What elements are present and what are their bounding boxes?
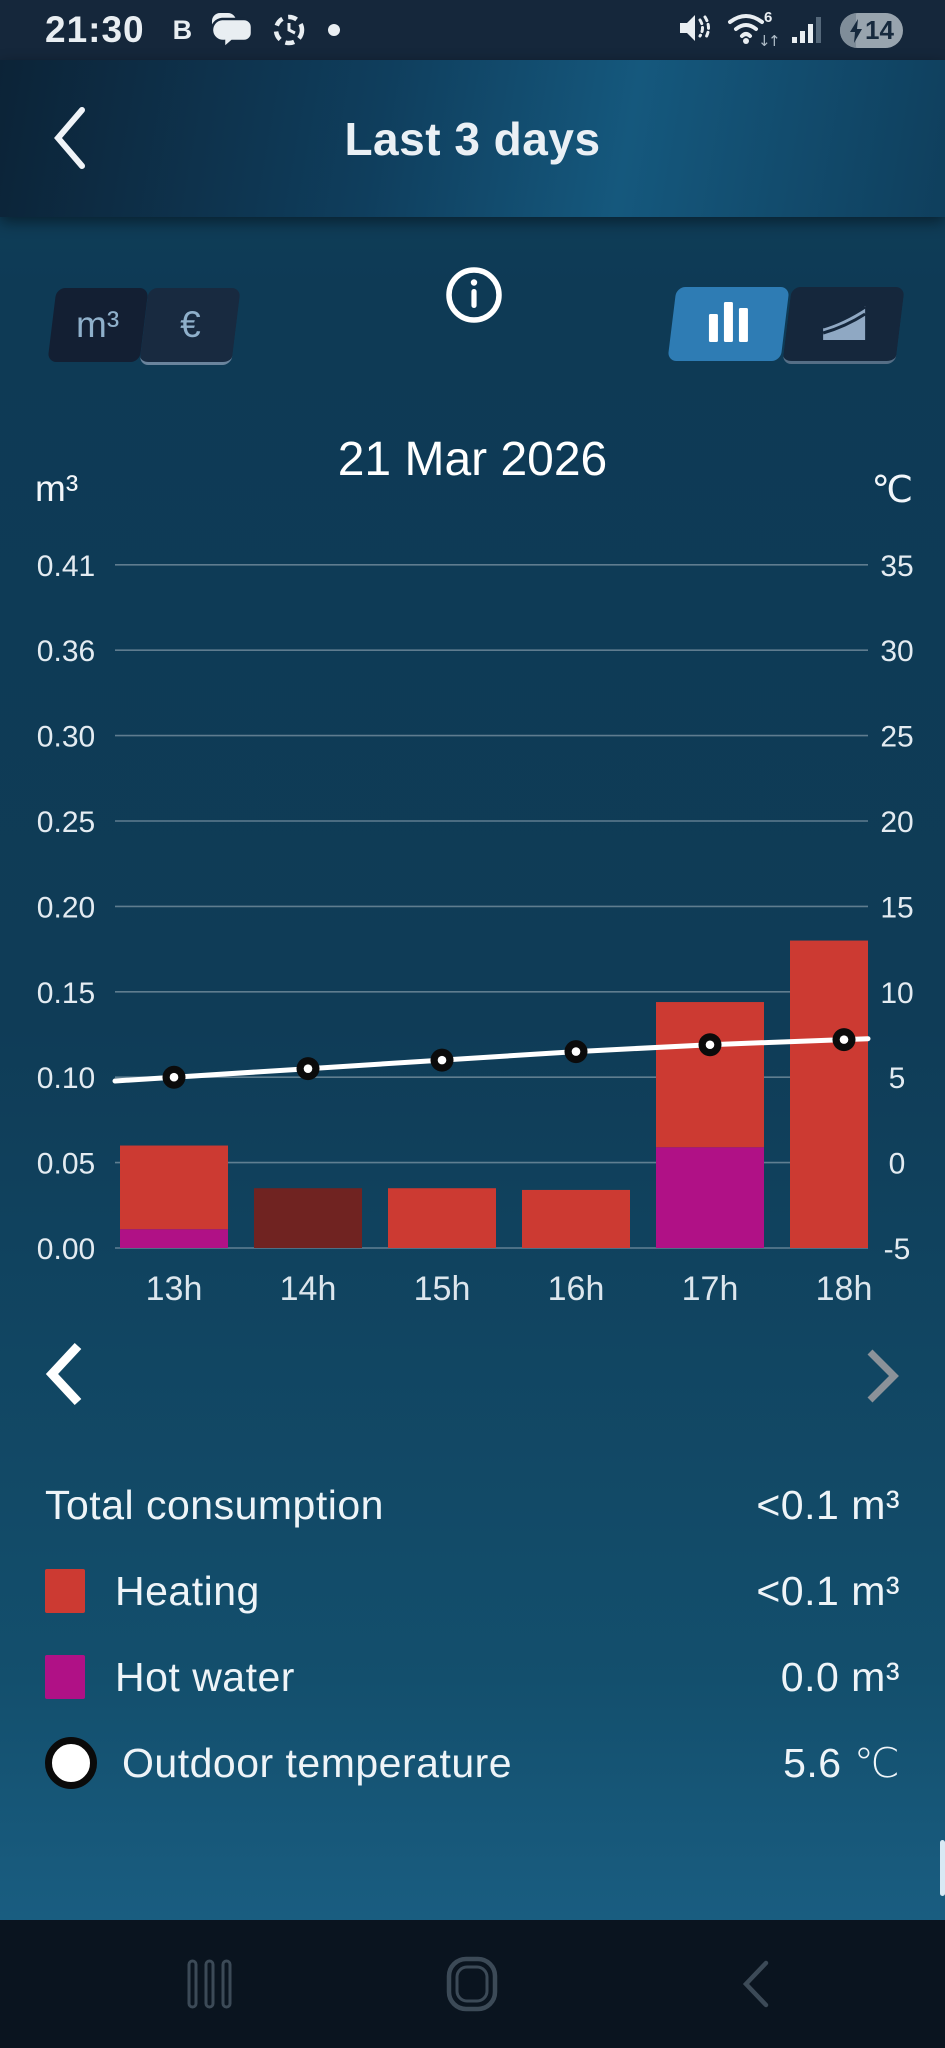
outdoor-temperature-swatch <box>45 1737 97 1789</box>
status-time: 21:30 <box>45 9 145 50</box>
x-axis-label-15h: 15h <box>414 1270 471 1308</box>
heating-swatch <box>45 1569 85 1613</box>
consumption-chart: 0.41 35 0.36 30 0.30 25 0.25 20 0.20 15 0.15 10 0.10… <box>37 550 914 1308</box>
chat-bubble-icon <box>210 11 253 49</box>
y-axis-label-right: 30 <box>880 635 913 668</box>
bar-heating-15h[interactable] <box>388 1188 496 1248</box>
app-header: Last 3 days <box>0 60 945 217</box>
mute-vibrate-icon <box>676 10 712 51</box>
area-chart-icon <box>819 298 869 351</box>
svg-text:↑: ↑ <box>768 32 778 48</box>
temperature-point-center-13h <box>169 1072 179 1082</box>
unit-toggle: m³ € <box>47 288 241 365</box>
bar-chart-view-button[interactable] <box>667 287 790 361</box>
bar-heating-17h[interactable] <box>656 1002 764 1148</box>
page-title: Last 3 days <box>344 112 601 165</box>
battery-indicator: 14 <box>840 12 903 48</box>
outdoor-temperature-value: 5.6 ℃ <box>783 1740 900 1786</box>
consumption-summary: Total consumption <0.1 m³ Heating <0.1 m… <box>45 1462 900 1806</box>
wifi6-icon: 6 ↓ ↑ <box>726 8 781 53</box>
status-bar: 21:30 B <box>0 0 945 60</box>
x-axis-label-13h: 13h <box>146 1270 203 1308</box>
battery-bolt-icon <box>849 15 863 46</box>
info-button[interactable] <box>444 265 504 325</box>
android-back-button[interactable] <box>695 1920 815 2048</box>
y-axis-label-left: 0.10 <box>37 1062 95 1095</box>
x-axis-label-17h: 17h <box>682 1270 739 1308</box>
y-axis-label-right: 5 <box>889 1062 906 1095</box>
previous-period-button[interactable] <box>42 1342 92 1412</box>
y-axis-label-right: 35 <box>880 550 913 583</box>
bar-hot-water-17h[interactable] <box>656 1147 764 1248</box>
svg-text:6: 6 <box>764 9 772 26</box>
chart-date-title: 21 Mar 2026 <box>337 433 608 486</box>
heating-value: <0.1 m³ <box>756 1567 900 1614</box>
unit-euro-button[interactable]: € <box>139 288 241 365</box>
y-axis-label-right: 15 <box>880 891 913 924</box>
area-chart-view-button[interactable] <box>782 287 905 364</box>
y-axis-label-right: 10 <box>880 977 913 1010</box>
temperature-point-center-17h <box>705 1040 715 1050</box>
scrollbar-indicator[interactable] <box>940 1840 945 1896</box>
next-period-button[interactable] <box>862 1348 912 1410</box>
heating-label: Heating <box>115 1567 260 1614</box>
battery-fill <box>840 12 857 48</box>
hot-water-value: 0.0 m³ <box>780 1653 900 1700</box>
bar-heating-14h[interactable] <box>254 1188 362 1248</box>
temperature-point-center-16h <box>571 1047 581 1056</box>
android-navigation-bar <box>0 1920 945 2048</box>
battery-percent: 14 <box>865 14 894 45</box>
total-consumption-value: <0.1 m³ <box>756 1481 900 1528</box>
summary-row-outdoor-temperature: Outdoor temperature 5.6 ℃ <box>45 1720 900 1806</box>
recent-apps-button[interactable] <box>150 1920 270 2048</box>
y-axis-label-left: 0.30 <box>37 721 95 754</box>
left-axis-unit: m³ <box>35 468 79 509</box>
y-axis-label-left: 0.25 <box>37 806 95 839</box>
y-axis-label-left: 0.41 <box>37 550 95 583</box>
hot-water-label: Hot water <box>115 1653 295 1700</box>
y-axis-label-left: 0.05 <box>37 1148 95 1181</box>
temperature-point-center-14h <box>303 1064 313 1073</box>
y-axis-label-right: 25 <box>880 721 913 754</box>
home-button[interactable] <box>412 1920 532 2048</box>
bar-heating-16h[interactable] <box>522 1189 630 1248</box>
outdoor-temperature-label: Outdoor temperature <box>122 1739 513 1786</box>
signal-strength-icon <box>792 11 826 50</box>
x-axis-label-14h: 14h <box>280 1270 337 1308</box>
right-axis-unit: ℃ <box>871 469 913 510</box>
summary-row-heating: Heating <0.1 m³ <box>45 1548 900 1634</box>
y-axis-label-left: 0.15 <box>37 977 95 1010</box>
chart-type-toggle <box>667 287 905 364</box>
y-axis-label-left: 0.20 <box>37 891 95 924</box>
data-saver-icon <box>270 11 308 49</box>
summary-row-total: Total consumption <0.1 m³ <box>45 1462 900 1548</box>
temperature-line <box>112 1036 871 1084</box>
status-notification-letter: B <box>172 14 193 45</box>
y-axis-label-right: 0 <box>889 1148 906 1181</box>
svg-text:↓: ↓ <box>758 32 771 48</box>
status-dot-icon <box>326 22 342 38</box>
back-button[interactable] <box>40 92 100 184</box>
summary-row-hot-water: Hot water 0.0 m³ <box>45 1634 900 1720</box>
temperature-point-center-18h <box>839 1035 849 1044</box>
bar-heating-13h[interactable] <box>120 1145 228 1230</box>
y-axis-label-right: -5 <box>884 1233 911 1266</box>
bar-heating-18h[interactable] <box>790 940 868 1248</box>
unit-m3-label: m³ <box>76 304 120 345</box>
hot-water-swatch <box>45 1655 85 1699</box>
x-axis-label-18h: 18h <box>816 1270 873 1308</box>
unit-euro-label: € <box>179 304 201 345</box>
bar-chart-icon <box>707 300 751 349</box>
total-consumption-label: Total consumption <box>45 1481 384 1528</box>
chart-controls: m³ € <box>0 265 945 375</box>
x-axis-label-16h: 16h <box>548 1270 605 1308</box>
y-axis-label-left: 0.00 <box>37 1233 95 1266</box>
temperature-point-center-15h <box>437 1055 447 1065</box>
y-axis-label-left: 0.36 <box>37 635 95 668</box>
bar-hot-water-13h[interactable] <box>120 1229 228 1248</box>
y-axis-label-right: 20 <box>880 806 913 839</box>
unit-m3-button[interactable]: m³ <box>47 288 149 362</box>
